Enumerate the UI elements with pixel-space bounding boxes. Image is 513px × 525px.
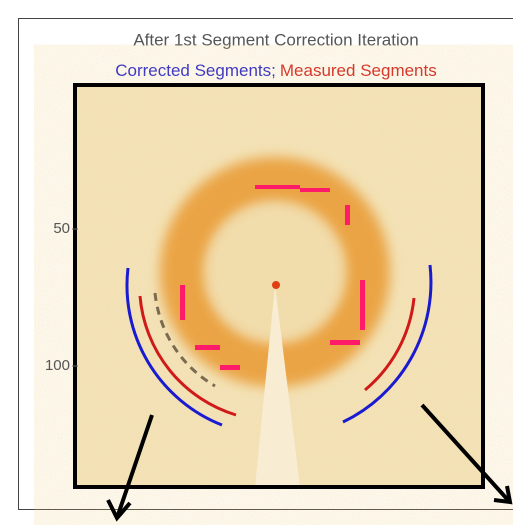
figure: After 1st Segment Correction Iteration C…: [0, 0, 513, 525]
title: After 1st Segment Correction Iteration: [133, 30, 418, 49]
image: [75, 85, 483, 487]
y-tick-label: 100: [45, 357, 70, 374]
y-tick-label: 50: [53, 220, 70, 237]
legend-corrected: Corrected Segments;: [115, 61, 276, 80]
legend-measured: Measured Segments: [280, 61, 437, 80]
legend: Corrected Segments;Measured Segments: [115, 61, 437, 80]
